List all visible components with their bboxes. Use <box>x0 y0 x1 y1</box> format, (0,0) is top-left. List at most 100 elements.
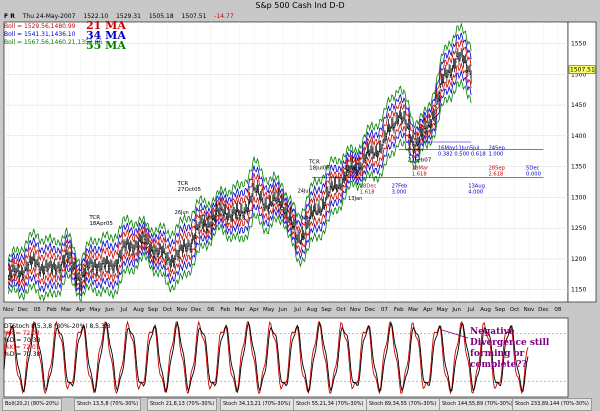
trend-label: TCR <box>88 215 100 221</box>
y-tick-label: 1450 <box>571 102 586 109</box>
fib-label: 5Dec <box>526 166 539 172</box>
x-tick-label: Mar <box>235 307 246 313</box>
trend-label: 22Feb07 <box>407 158 431 164</box>
x-tick-label: Jun <box>278 307 288 313</box>
x-tick-label: Apr <box>423 307 433 313</box>
x-tick-label: Sep <box>321 307 332 313</box>
indicator-panel <box>3 317 569 398</box>
x-tick-label: Feb <box>394 307 404 313</box>
boll-lower-55 <box>7 78 472 303</box>
small-mark: 1.000 <box>300 216 314 222</box>
trend-label: TCR <box>308 160 320 166</box>
y-tick-label: 1350 <box>571 164 586 171</box>
y-tick-label: 1300 <box>571 194 586 201</box>
fib-label: 1.618 <box>412 172 427 178</box>
bottom-tab[interactable]: Stoch 233,89,144 (70%-30%) <box>512 398 592 411</box>
x-tick-label: Sep <box>148 307 159 313</box>
boll-upper-34 <box>7 32 472 271</box>
small-mark: 13Jan <box>348 196 362 202</box>
small-mark: 1.000 <box>201 216 215 222</box>
fib-label: 13Aug <box>468 184 485 190</box>
x-tick-label: Dec <box>191 307 202 313</box>
x-tick-label: Jul <box>467 307 475 313</box>
ohlc-change: -14.77 <box>214 13 234 20</box>
ohlc-open: 1522.10 <box>83 13 109 20</box>
bottom-tab[interactable]: Stoch 55,21,34 (70%-30%) <box>293 398 367 411</box>
x-tick-label: Nov <box>177 307 188 313</box>
x-tick-label: 05 <box>34 307 41 313</box>
indicator-d-1: %D = 70.38 <box>4 337 41 344</box>
fib-label: 2.618 <box>488 172 503 178</box>
y-tick-label: 1200 <box>571 256 586 263</box>
x-tick-label: Mar <box>408 307 419 313</box>
x-tick-label: 08 <box>554 307 561 313</box>
x-tick-label: Oct <box>336 307 346 313</box>
indicator-k-1: %K = 72.03 <box>4 330 40 337</box>
fib-label: 18Dec <box>360 184 377 190</box>
menu-label[interactable]: F R <box>4 13 15 20</box>
fib-label: 1.618 <box>360 190 375 196</box>
boll-legend-3: Boll = 1567.56,1460.21,1352.86 <box>4 39 103 46</box>
ma-label-34: 34 MA <box>86 29 126 42</box>
x-tick-label: Mar <box>61 307 72 313</box>
fib-label: 16May11Jun5Jul <box>438 145 480 151</box>
x-tick-label: Sep <box>495 307 506 313</box>
x-tick-label: Jul <box>293 307 301 313</box>
boll-upper-21 <box>7 38 472 276</box>
boll-upper-55 <box>7 22 472 266</box>
stoch-d-line <box>3 321 529 394</box>
bottom-tab[interactable]: Stoch 21,8,13 (70%-30%) <box>147 398 218 411</box>
x-tick-label: Jun <box>104 307 114 313</box>
ohlc-close: 1507.51 <box>181 13 207 20</box>
bottom-tab[interactable]: Stoch 89,34,55 (70%-30%) <box>366 398 440 411</box>
last-price-value: 1507.51 <box>570 67 595 74</box>
ohlc-readout: F R Thu 24-May-2007 1522.10 1529.31 1505… <box>4 12 600 22</box>
indicator-legend-title: DTStoch 8,5,3,8 (80%-20%) 8,5,3,8 <box>4 323 111 330</box>
divergence-annotation: Negative Divergence still forming or com… <box>470 327 550 370</box>
indicator-d-2: %D = 70.38 <box>4 351 41 358</box>
ma-label-21: 21 MA <box>86 19 126 32</box>
bottom-tab[interactable]: Stoch 34,13,21 (70%-30%) <box>220 398 294 411</box>
fib-label: 28Mar <box>412 166 429 172</box>
y-tick-label: 1400 <box>571 133 586 140</box>
y-tick-label: 1550 <box>571 41 586 48</box>
x-tick-label: Aug <box>480 307 491 313</box>
stoch-k-line <box>3 320 529 395</box>
small-mark: 1.618 <box>231 216 245 222</box>
x-tick-label: Apr <box>76 307 86 313</box>
fib-label: 4.000 <box>468 190 483 196</box>
ohlc-date: Thu 24-May-2007 <box>22 13 76 20</box>
x-tick-label: Dec <box>17 307 28 313</box>
y-tick-label: 1150 <box>571 287 586 294</box>
x-tick-label: May <box>263 307 275 313</box>
x-tick-label: Nov <box>350 307 361 313</box>
ohlc-high: 1529.31 <box>116 13 141 20</box>
x-tick-label: May <box>89 307 101 313</box>
x-tick-label: Nov <box>3 307 14 313</box>
fib-label: 24Sep <box>488 145 505 151</box>
bottom-tab[interactable]: Stoch 13,5,8 (70%-30%) <box>74 398 142 411</box>
trend-label: 27Oct05 <box>178 187 202 193</box>
bottom-tab[interactable]: Boll(20,2) (80%-20%) <box>2 398 62 411</box>
indicator-k-2: %K = 72.03 <box>4 344 40 351</box>
boll-lower-34 <box>7 69 472 297</box>
price-panel <box>3 21 569 303</box>
x-tick-label: 07 <box>381 307 388 313</box>
ohlc-low: 1505.18 <box>148 13 174 20</box>
fib-label: 28Sep <box>488 166 505 172</box>
x-tick-label: Nov <box>524 307 535 313</box>
x-tick-label: Aug <box>307 307 318 313</box>
fib-label: 0.382 0.500 0.618 <box>438 151 486 157</box>
ma-label-55: 55 MA <box>86 39 126 52</box>
x-tick-label: May <box>436 307 448 313</box>
boll-lower-21 <box>7 62 472 292</box>
fib-label: 16Nov <box>344 166 361 172</box>
fib-label: 0.000 <box>526 172 541 178</box>
fib-label: 1.000 <box>344 172 359 178</box>
fib-label: 1.000 <box>488 151 503 157</box>
trend-label: 18Apr05 <box>89 221 113 227</box>
x-tick-label: Apr <box>249 307 259 313</box>
bottom-tab[interactable]: Stoch 144,55,89 (70%-30%) <box>439 398 516 411</box>
